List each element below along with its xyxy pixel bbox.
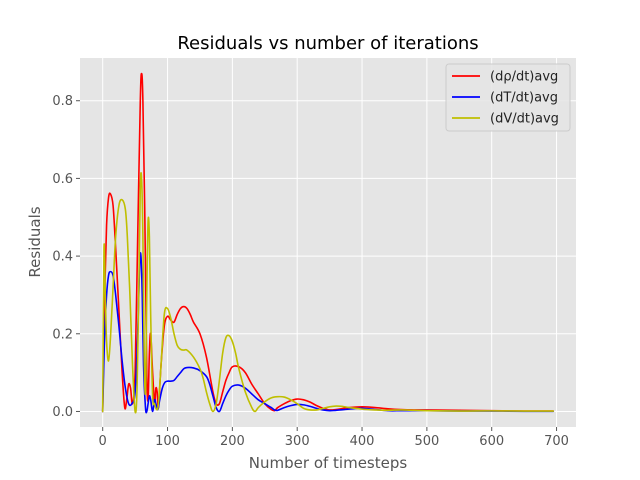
series-line-3	[101, 172, 555, 414]
x-tick-label: 600	[479, 434, 504, 449]
y-tick-label: 0.4	[52, 250, 73, 265]
y-tick-label: 0.6	[52, 172, 73, 187]
chart-title: Residuals vs number of iterations	[177, 33, 478, 54]
x-tick-label: 100	[155, 434, 180, 449]
x-tick-label: 200	[220, 434, 245, 449]
x-axis-label: Number of timesteps	[249, 454, 408, 472]
series-line-2	[101, 252, 555, 414]
x-tick-label: 0	[99, 434, 107, 449]
y-axis-label: Residuals	[26, 206, 44, 277]
legend: (dρ/dt)avg (dT/dt)avg (dV/dt)avg	[445, 63, 571, 132]
y-tick-label: 0.2	[52, 327, 73, 342]
legend-label: (dV/dt)avg	[490, 112, 559, 127]
legend-label: (dT/dt)avg	[490, 91, 558, 106]
series-lines	[101, 72, 555, 414]
x-tick-label: 500	[414, 434, 439, 449]
grid	[80, 58, 576, 427]
legend-box	[445, 63, 571, 132]
x-tick-label: 400	[350, 434, 375, 449]
y-tick-label: 0.0	[52, 405, 73, 420]
x-tick-label: 700	[544, 434, 569, 449]
y-tick-label: 0.8	[52, 94, 73, 109]
axis-ticks: 0 100 200 300 400 500 600 700 0.0 0.2 0.4 0.6 0.8	[52, 94, 569, 449]
legend-label: (dρ/dt)avg	[490, 70, 558, 85]
x-tick-label: 300	[285, 434, 310, 449]
